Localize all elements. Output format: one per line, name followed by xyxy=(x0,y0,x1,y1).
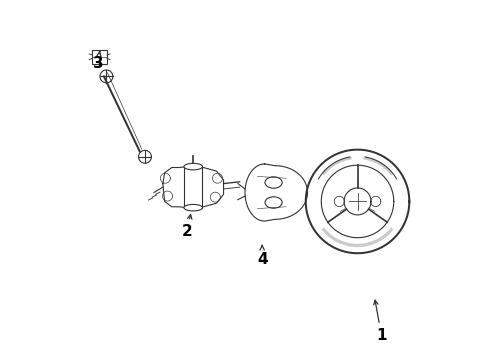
Bar xyxy=(92,50,107,64)
Text: 4: 4 xyxy=(257,246,268,267)
Text: 2: 2 xyxy=(182,215,193,239)
Bar xyxy=(184,167,202,208)
Ellipse shape xyxy=(265,177,282,188)
Ellipse shape xyxy=(184,163,202,170)
Ellipse shape xyxy=(265,197,282,208)
Text: 1: 1 xyxy=(374,300,387,343)
Text: 3: 3 xyxy=(93,51,103,71)
Ellipse shape xyxy=(184,204,202,211)
